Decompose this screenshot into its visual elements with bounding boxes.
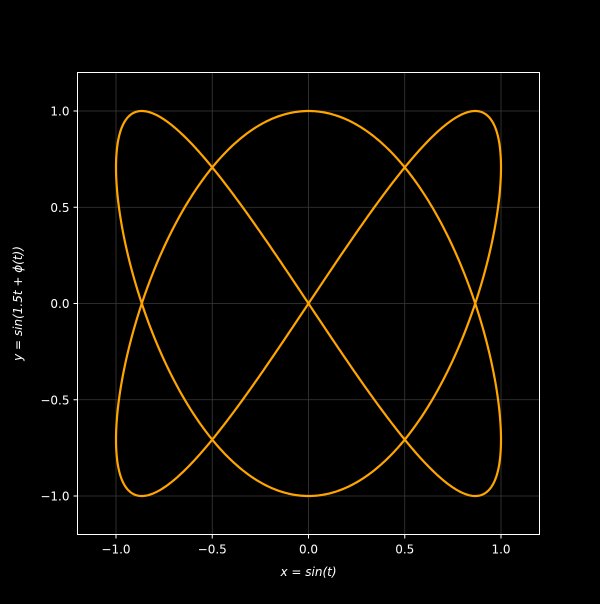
x-tick-label: −1.0 xyxy=(101,543,130,557)
y-tick-label: 0.5 xyxy=(50,201,69,215)
y-tick-label: −0.5 xyxy=(40,393,69,407)
y-tick-label: −1.0 xyxy=(40,490,69,504)
ticks: −1.0 −0.5 0.0 0.5 1.0 −1.0 −0.5 0.0 0.5 1.0 xyxy=(40,105,510,557)
x-tick-label: −0.5 xyxy=(198,543,227,557)
x-tick-label: 1.0 xyxy=(491,543,510,557)
x-tick-label: 0.5 xyxy=(395,543,414,557)
lissajous-curve xyxy=(114,109,503,498)
y-tick-label: 1.0 xyxy=(50,105,69,119)
x-tick-label: 0.0 xyxy=(299,543,318,557)
plot-area xyxy=(114,109,503,498)
x-axis-label: x = sin(t) xyxy=(279,565,336,579)
y-tick-label: 0.0 xyxy=(50,297,69,311)
y-axis-label: y = sin(1.5t + ϕ(t)) xyxy=(11,246,25,362)
